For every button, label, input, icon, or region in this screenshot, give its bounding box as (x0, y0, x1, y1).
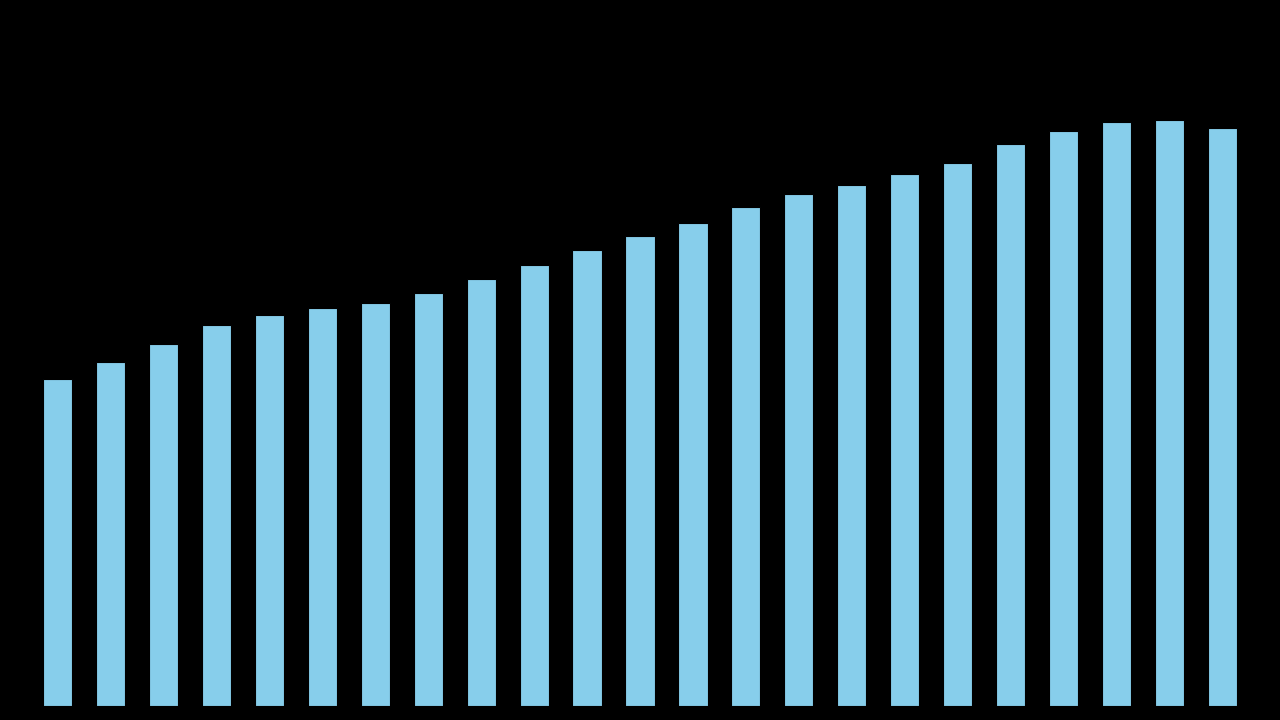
Bar (520, 265, 549, 706)
Bar (1050, 131, 1078, 706)
Bar (1155, 120, 1184, 706)
Bar (148, 343, 178, 706)
Bar (572, 250, 602, 706)
Bar (202, 325, 230, 706)
Bar (42, 379, 72, 706)
Bar (626, 235, 654, 706)
Bar (996, 144, 1025, 706)
Bar (1102, 122, 1132, 706)
Bar (96, 362, 125, 706)
Bar (413, 293, 443, 706)
Bar (837, 185, 867, 706)
Bar (678, 222, 708, 706)
Bar (255, 315, 284, 706)
Bar (891, 174, 919, 706)
Bar (307, 308, 337, 706)
Bar (943, 163, 973, 706)
Bar (1208, 127, 1238, 706)
Bar (466, 279, 495, 706)
Bar (361, 302, 389, 706)
Bar (731, 207, 760, 706)
Bar (785, 194, 814, 706)
